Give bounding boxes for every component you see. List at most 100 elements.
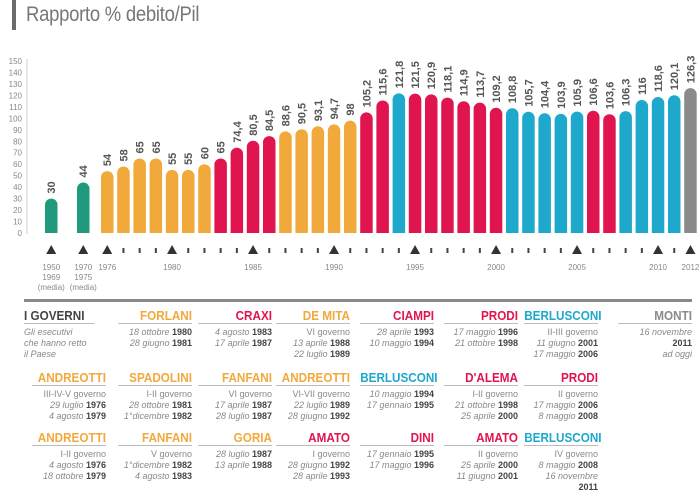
government-number: VI governo <box>306 327 350 337</box>
government-date: 8 maggio 2008 <box>516 460 598 471</box>
date-day-month: 8 maggio <box>538 411 578 421</box>
bar <box>538 113 551 233</box>
date-year: 1993 <box>329 471 350 481</box>
government-date: 21 ottobre 1998 <box>436 338 518 349</box>
government-entry: DE MITA VI governo 13 aprile 1988 22 luglio… <box>268 309 350 360</box>
government-number: II governo <box>557 389 598 399</box>
government-name: D'ALEMA <box>444 371 518 386</box>
date-year: 1995 <box>413 400 434 410</box>
government-entry: D'ALEMA I-II governo 21 ottobre 1998 25 apr… <box>436 371 518 422</box>
date-year: 1998 <box>497 338 518 348</box>
government-date: 17 aprile 1987 <box>190 400 272 411</box>
x-tick-mark <box>187 248 190 253</box>
government-name: BERLUSCONI <box>360 370 438 386</box>
date-day-month: 8 maggio <box>538 460 578 470</box>
value-label: 105,2 <box>361 80 373 108</box>
value-label: 65 <box>135 141 147 153</box>
x-tick-label: 1990 <box>325 263 343 272</box>
date-day-month: 16 novembre <box>639 327 692 337</box>
government-entry: FANFANI V governo 1°dicembre 1982 4 agosto … <box>110 431 192 482</box>
government-entry: BERLUSCONI IV governo 8 maggio 2008 16 nove… <box>516 430 602 493</box>
y-tick-label: 100 <box>9 114 23 123</box>
date-day-month: 17 maggio <box>533 349 578 359</box>
government-date: 17 maggio 1996 <box>352 460 434 471</box>
date-year: 1988 <box>251 460 272 470</box>
date-day-month: 28 giugno <box>287 411 330 421</box>
government-number: IV governo <box>554 449 598 459</box>
government-entry: SPADOLINI I-II governo 28 ottobre 1981 1°di… <box>110 371 192 422</box>
chart-subtitle: Rapporto % debito/Pil <box>26 3 200 26</box>
government-number: I-II governo <box>146 389 192 399</box>
government-date: 18 ottobre 1980 <box>110 327 192 338</box>
y-tick-label: 140 <box>9 68 23 77</box>
x-tick-label: 2012 <box>682 263 700 272</box>
government-entry: FORLANI 18 ottobre 1980 28 giugno 1981 <box>110 309 192 349</box>
government-name: DE MITA <box>276 309 350 324</box>
bar <box>133 158 146 233</box>
government-number: II governo <box>477 449 518 459</box>
bars-group <box>45 88 697 234</box>
government-name: ANDREOTTI <box>276 371 350 386</box>
bar <box>441 97 454 233</box>
date-day-month: 28 giugno <box>129 338 172 348</box>
x-tick-mark <box>592 248 595 253</box>
value-label: 58 <box>118 149 130 161</box>
bar <box>506 108 519 233</box>
government-date: 17 maggio 2006 <box>516 400 598 411</box>
value-label: 65 <box>216 141 228 153</box>
date-year: 1981 <box>171 400 192 410</box>
date-day-month: 11 giugno <box>536 338 578 348</box>
value-label: 109,2 <box>491 75 503 103</box>
date-day-month: 17 aprile <box>214 338 252 348</box>
date-year: 1992 <box>329 411 350 421</box>
government-date: 28 luglio 1987 <box>190 449 272 460</box>
date-year: 2000 <box>497 411 518 421</box>
government-entry: BERLUSCONI 10 maggio 1994 17 gennaio 1995 <box>352 370 438 411</box>
date-year: 1987 <box>251 338 272 348</box>
date-year: 1981 <box>171 338 192 348</box>
bar <box>263 136 276 233</box>
government-name: BERLUSCONI <box>524 430 602 446</box>
x-tick-mark <box>478 248 481 253</box>
date-year: 1988 <box>329 338 350 348</box>
value-label: 98 <box>345 103 357 115</box>
government-date: 11 giugno 2001 <box>436 471 518 482</box>
date-day-month: 28 ottobre <box>128 400 172 410</box>
x-tick-label: 1976 <box>98 263 116 272</box>
x-tick-mark <box>284 248 287 253</box>
bar <box>246 140 260 233</box>
date-year: 1995 <box>413 449 434 459</box>
value-label: 116 <box>637 77 649 95</box>
value-label: 93,1 <box>313 100 325 121</box>
value-label: 65 <box>151 141 163 153</box>
x-tick-mark <box>154 248 157 253</box>
bar <box>295 129 308 233</box>
government-date: 28 giugno 1992 <box>268 460 350 471</box>
x-tick-label: 1985 <box>244 263 262 272</box>
government-date: 28 giugno 1981 <box>110 338 192 349</box>
date-day-month: 4 agosto <box>48 411 86 421</box>
government-entry: MONTI 16 novembre 2011 ad oggi <box>610 309 692 360</box>
governments-description-line: il Paese <box>24 349 57 359</box>
date-day-month: 28 aprile <box>376 327 414 337</box>
bar <box>651 97 665 233</box>
date-year: 1989 <box>329 400 350 410</box>
government-date: 28 aprile 1993 <box>268 471 350 482</box>
bar <box>408 93 422 233</box>
government-name: ANDREOTTI <box>32 371 106 386</box>
bar <box>668 95 681 233</box>
x-tick-triangle <box>167 245 178 254</box>
date-day-month: 28 luglio <box>215 449 252 459</box>
government-entry: PRODI 17 maggio 1996 21 ottobre 1998 <box>436 309 518 349</box>
bar <box>635 99 649 233</box>
government-date: 25 aprile 2000 <box>436 460 518 471</box>
x-tick-triangle <box>102 245 113 254</box>
value-label: 118,6 <box>653 65 665 92</box>
government-date: 2011 <box>516 482 598 493</box>
government-date: 11 giugno 2001 <box>516 338 598 349</box>
date-year: 1979 <box>85 471 106 481</box>
date-day-month: 13 aprile <box>292 338 330 348</box>
government-date: 28 ottobre 1981 <box>110 400 192 411</box>
x-tick-label: 1969 <box>42 273 60 282</box>
